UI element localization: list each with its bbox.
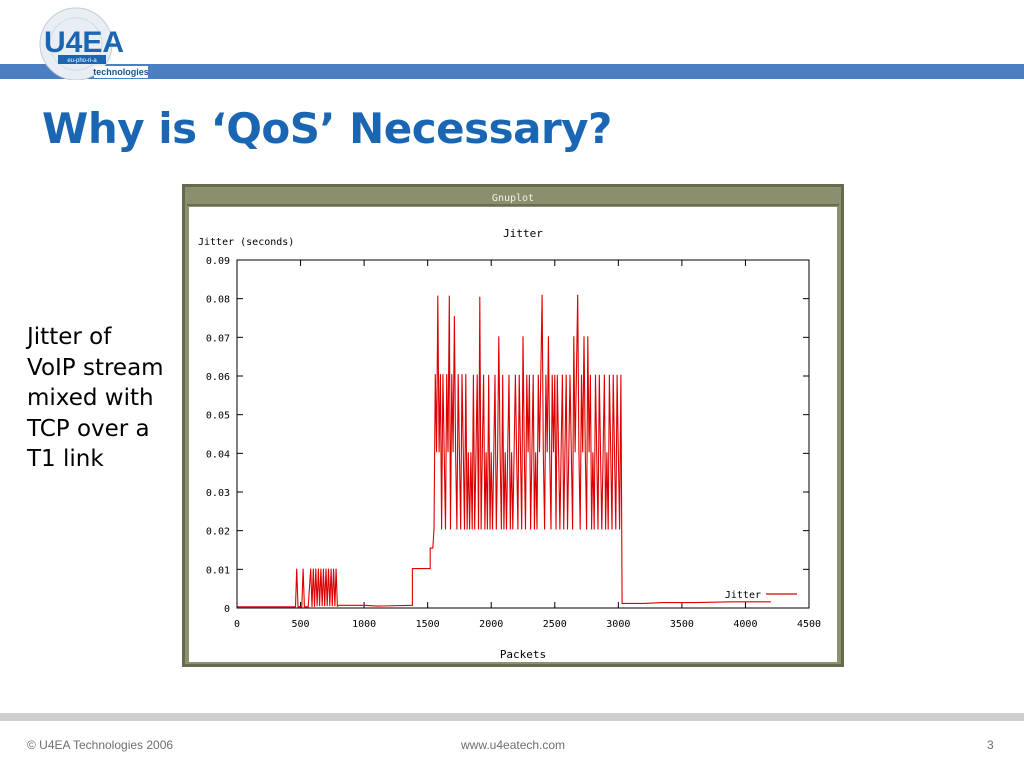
x-tick-label: 4500 [797,619,821,630]
y-tick-label: 0.08 [206,295,230,306]
caption-line: VoIP stream [27,354,164,381]
x-tick-label: 500 [292,619,310,630]
slide-caption: Jitter of VoIP stream mixed with TCP ove… [27,322,177,475]
logo-brand: U4EA [44,26,124,59]
x-tick-label: 3000 [606,619,630,630]
footer-rule [0,713,1024,721]
slide-title: Why is ‘QoS’ Necessary? [42,104,612,153]
header-bar [0,64,1024,79]
u4ea-logo: U4EA eu-pho-ri-a technologies [39,7,148,80]
y-tick-label: 0.03 [206,488,230,499]
y-tick-label: 0.02 [206,527,230,538]
y-tick-label: 0.05 [206,411,230,422]
y-axis-label: Jitter (seconds) [198,237,294,248]
caption-line: T1 link [27,446,104,472]
gnuplot-window: Gnuplot Jitter Jitter (seconds) Packets … [182,184,844,667]
plot-frame [236,259,810,609]
footer-url: www.u4eatech.com [461,738,566,752]
page-number: 3 [987,738,994,752]
chart-title: Jitter [503,227,543,240]
window-titlebar[interactable] [187,189,839,205]
series-jitter-line [237,294,771,608]
logo-tagline: eu-pho-ri-a [67,58,97,64]
x-tick-label: 3500 [670,619,694,630]
y-tick-label: 0.06 [206,372,230,383]
x-tick-label: 4000 [733,619,757,630]
caption-line: TCP over a [27,415,150,442]
y-tick-label: 0 [224,604,230,615]
x-tick-label: 2500 [543,619,567,630]
y-tick-label: 0.01 [206,565,230,576]
y-tick-label: 0.04 [206,449,230,460]
legend-label: Jitter [725,590,761,601]
x-tick-label: 0 [234,619,240,630]
caption-line: Jitter of [27,324,112,350]
y-tick-label: 0.09 [206,256,230,267]
caption-line: mixed with [27,385,154,411]
footer-copyright: © U4EA Technologies 2006 [27,738,174,752]
logo-subtitle: technologies [93,67,148,77]
x-tick-label: 2000 [479,619,503,630]
window-title: Gnuplot [492,193,534,204]
y-tick-label: 0.07 [206,333,230,344]
legend: Jitter [725,590,797,601]
x-tick-label: 1500 [416,619,440,630]
x-tick-label: 1000 [352,619,376,630]
x-axis-label: Packets [500,648,546,661]
